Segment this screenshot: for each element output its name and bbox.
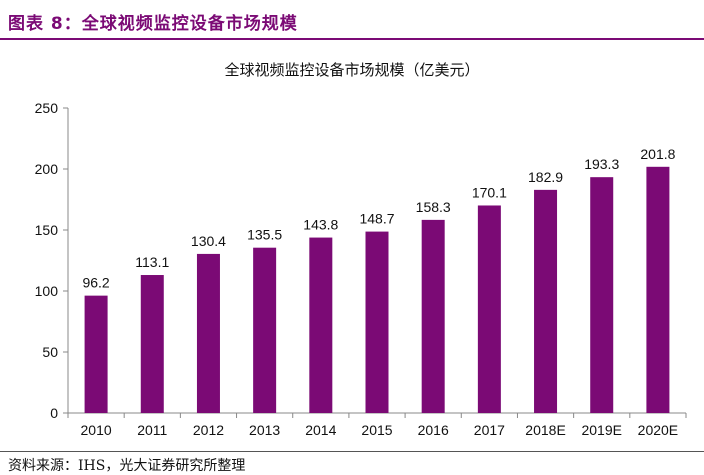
x-tick-label: 2011 — [137, 422, 167, 438]
source-note: 资料来源：IHS，光大证券研究所整理 — [8, 458, 246, 474]
chart-title: 全球视频监控设备市场规模（亿美元） — [224, 61, 480, 79]
y-tick-label: 0 — [50, 405, 58, 421]
y-tick-label: 100 — [35, 283, 59, 299]
footer-divider — [0, 451, 704, 452]
y-tick-label: 200 — [35, 161, 59, 177]
header-divider — [0, 38, 704, 40]
y-tick-label: 150 — [35, 222, 59, 238]
x-tick-label: 2016 — [418, 422, 449, 438]
bar-value-label: 170.1 — [472, 184, 507, 200]
bar — [84, 295, 108, 413]
bar-value-label: 193.3 — [584, 156, 619, 172]
bar — [590, 177, 614, 413]
y-tick-label: 50 — [42, 344, 58, 360]
figure-title: 图表 8：全球视频监控设备市场规模 — [8, 14, 298, 34]
x-tick-label: 2015 — [361, 422, 392, 438]
bar-value-label: 135.5 — [247, 227, 282, 243]
bar-value-label: 158.3 — [416, 199, 451, 215]
x-tick-label: 2018E — [525, 422, 565, 438]
bar — [421, 219, 445, 413]
x-tick-label: 2012 — [193, 422, 224, 438]
bar — [309, 237, 333, 413]
bar — [253, 247, 277, 413]
x-tick-label: 2017 — [474, 422, 505, 438]
x-tick-label: 2010 — [81, 422, 112, 438]
bar — [196, 253, 220, 413]
bar — [534, 189, 558, 413]
bar-value-label: 113.1 — [135, 254, 169, 270]
bar-value-label: 143.8 — [303, 217, 338, 233]
x-tick-label: 2020E — [638, 422, 678, 438]
x-tick-label: 2014 — [305, 422, 336, 438]
bar — [477, 205, 501, 413]
bar — [365, 231, 389, 413]
y-tick-label: 250 — [35, 100, 59, 116]
bar — [140, 275, 164, 413]
bar-value-label: 96.2 — [82, 275, 109, 291]
bar-value-label: 130.4 — [191, 233, 226, 249]
x-tick-label: 2013 — [249, 422, 280, 438]
bar-value-label: 201.8 — [640, 146, 675, 162]
figure-header: 图表 8：全球视频监控设备市场规模 — [0, 0, 704, 40]
bar — [646, 166, 670, 413]
x-tick-label: 2019E — [581, 422, 621, 438]
bar-value-label: 182.9 — [528, 169, 563, 185]
bar-value-label: 148.7 — [359, 211, 394, 227]
